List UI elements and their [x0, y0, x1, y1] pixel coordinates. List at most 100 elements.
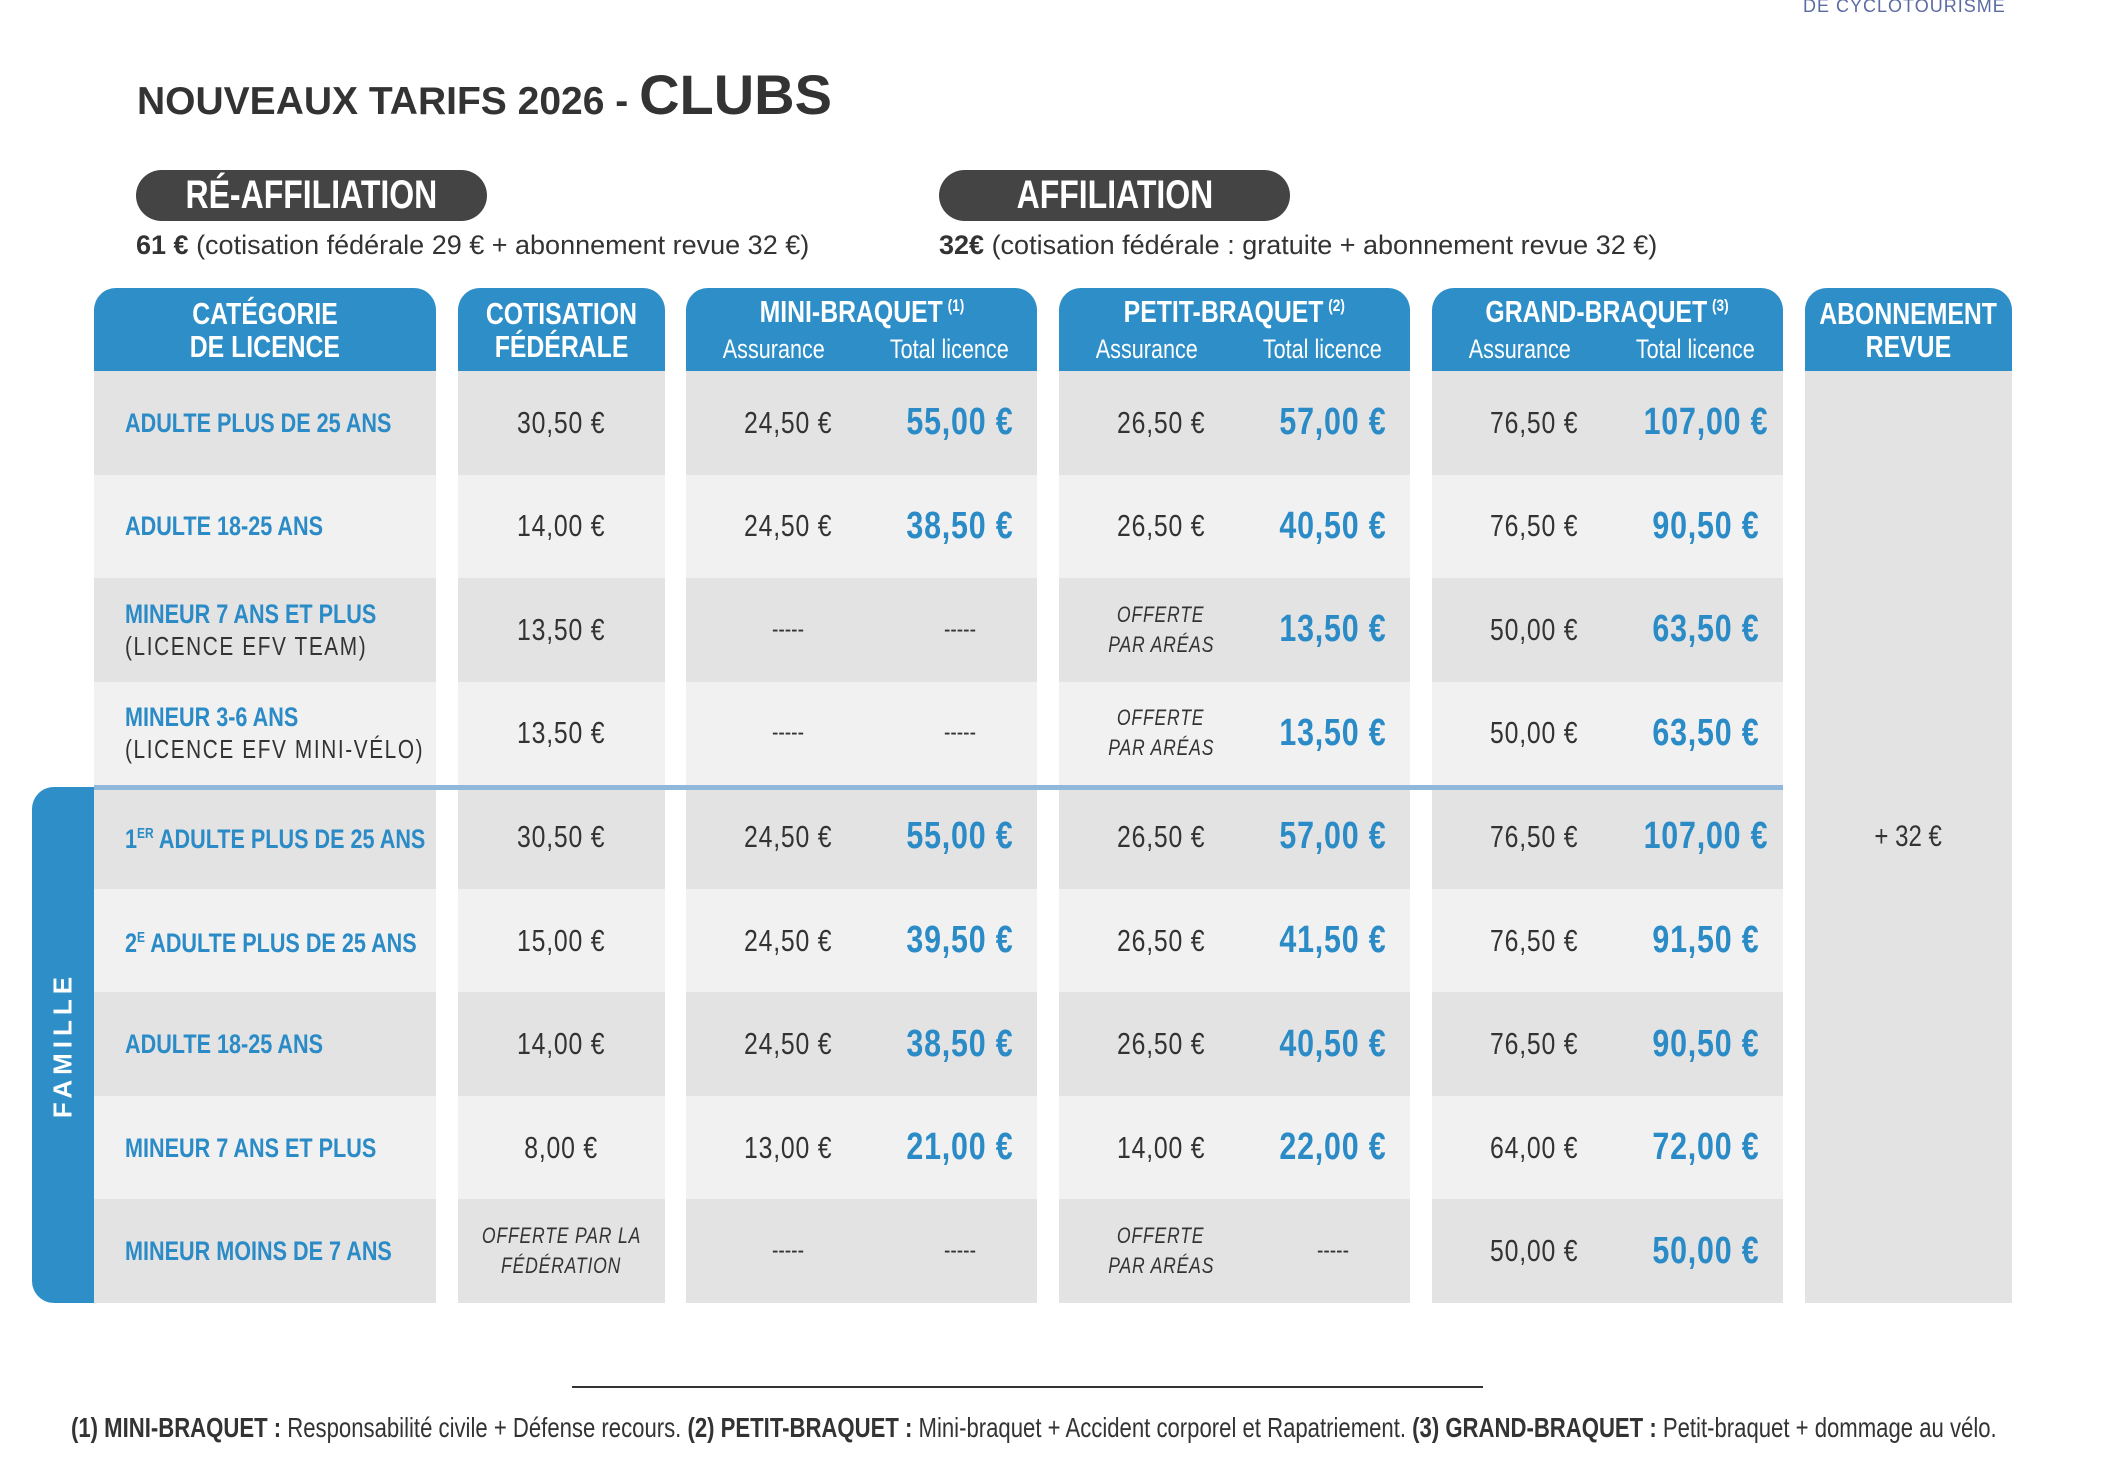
row-background	[1432, 992, 1783, 1096]
label-sub: (LICENCE EFV MINI-VÉLO)	[125, 734, 425, 765]
cell-note: OFFERTE	[1117, 705, 1205, 731]
footnote-text: Mini-braquet + Accident corporel et Rapa…	[912, 1412, 1413, 1443]
price-cell: 64,00 €	[1434, 1096, 1634, 1200]
cell-total: 13,50 €	[1279, 711, 1387, 754]
cell-note: PAR ARÉAS	[1107, 1253, 1214, 1279]
total-cell: 39,50 €	[860, 889, 1060, 993]
label-text: MINEUR 3-6 ANS	[125, 702, 299, 733]
header-title-text: PETIT-BRAQUET	[1123, 294, 1324, 329]
header-title-wrap: GRAND-BRAQUET (3)	[1486, 294, 1729, 330]
cell-total: 72,00 €	[1652, 1126, 1760, 1169]
row-background	[458, 681, 665, 786]
total-cell: 41,50 €	[1233, 889, 1433, 993]
family-separator	[94, 785, 1783, 790]
label-ordinal-sup: ER	[137, 825, 154, 843]
total-cell: 91,50 €	[1606, 889, 1806, 993]
cell-value: 14,00 €	[517, 1026, 606, 1062]
price-cell: 30,50 €	[462, 371, 662, 475]
footnote-key: (2) PETIT-BRAQUET :	[687, 1412, 913, 1443]
cell-total: 55,00 €	[906, 401, 1014, 444]
price-cell: 24,50 €	[688, 992, 888, 1096]
label-text: MINEUR MOINS DE 7 ANS	[125, 1236, 392, 1267]
price-cell: 50,00 €	[1434, 578, 1634, 682]
header-sub: Assurance	[684, 332, 864, 366]
brand: DE CYCLOTOURISME	[1803, 0, 2006, 16]
header-title: GRAND-BRAQUET (3)	[1432, 292, 1783, 332]
total-cell: 40,50 €	[1233, 475, 1433, 579]
label-ordinal: 1	[125, 824, 138, 855]
footnote-text: Responsabilité civile + Défense recours.	[281, 1412, 688, 1443]
cell-total: 40,50 €	[1279, 1022, 1387, 1065]
header-title-wrap: MINI-BRAQUET (1)	[759, 294, 964, 330]
price-cell: -----	[688, 682, 888, 786]
cell-value: 26,50 €	[1116, 404, 1205, 440]
label-text: ADULTE PLUS DE 25 ANS	[153, 824, 426, 855]
price-detail: (cotisation fédérale : gratuite + abonne…	[984, 230, 1658, 260]
price-cell: 24,50 €	[688, 785, 888, 889]
row-label: MINEUR MOINS DE 7 ANS	[125, 1199, 435, 1303]
column-header: ABONNEMENT REVUE	[1805, 288, 2012, 371]
total-cell: 38,50 €	[860, 475, 1060, 579]
row-background	[94, 1199, 436, 1303]
cell-value: 26,50 €	[1116, 1026, 1205, 1062]
row-label: ADULTE 18-25 ANS	[125, 992, 435, 1096]
header-sub: Total licence	[1605, 332, 1785, 366]
header-title-text: GRAND-BRAQUET	[1485, 294, 1708, 329]
cell-total: 39,50 €	[906, 919, 1014, 962]
cell-value: 24,50 €	[743, 1026, 832, 1062]
price-cell: 30,50 €	[462, 785, 662, 889]
total-cell: 38,50 €	[860, 992, 1060, 1096]
label-main: MINEUR 7 ANS ET PLUS	[125, 598, 376, 630]
family-bar: FAMILLE	[32, 787, 94, 1303]
label-sub: (LICENCE EFV TEAM)	[125, 630, 368, 661]
total-cell: 107,00 €	[1606, 371, 1806, 475]
cell-value: 8,00 €	[524, 1129, 599, 1165]
price-cell: 26,50 €	[1061, 889, 1261, 993]
row-background	[458, 992, 665, 1096]
price-cell: 24,50 €	[688, 371, 888, 475]
column-header: COTISATION FÉDÉRALE	[458, 288, 665, 371]
label-main: ADULTE 18-25 ANS	[125, 510, 323, 542]
row-background	[1432, 681, 1783, 786]
price-cell: 8,00 €	[462, 1096, 662, 1200]
label-text: ADULTE PLUS DE 25 ANS	[145, 928, 417, 959]
cell-value: 76,50 €	[1489, 922, 1578, 958]
row-background	[94, 888, 436, 993]
cell-value: 64,00 €	[1489, 1129, 1578, 1165]
total-cell: 21,00 €	[860, 1096, 1060, 1200]
row-background	[1059, 1199, 1410, 1303]
revue-text: + 32 €	[1874, 819, 1943, 853]
cell-dash: -----	[943, 1237, 976, 1265]
cell-dash: -----	[1316, 1237, 1349, 1265]
row-background	[458, 1199, 665, 1303]
header-note: (2)	[1328, 295, 1346, 315]
row-background	[94, 474, 436, 579]
cell-total: 107,00 €	[1643, 401, 1769, 444]
row-background	[94, 578, 436, 682]
price-detail: (cotisation fédérale 29 € + abonnement r…	[188, 230, 810, 260]
cell-value: 76,50 €	[1489, 818, 1578, 854]
label-ordinal-sup: E	[137, 929, 146, 947]
price-cell: 13,50 €	[462, 682, 662, 786]
price-cell: OFFERTE PAR ARÉAS	[1061, 682, 1261, 786]
price-cell: 76,50 €	[1434, 475, 1634, 579]
price-cell: 14,00 €	[1061, 1096, 1261, 1200]
row-background	[1059, 681, 1410, 786]
cell-value: 50,00 €	[1489, 611, 1578, 647]
cell-note: FÉDÉRATION	[501, 1253, 622, 1279]
title: NOUVEAUX TARIFS 2026 - CLUBS	[137, 62, 832, 127]
total-cell: 63,50 €	[1606, 578, 1806, 682]
price-cell: -----	[688, 1199, 888, 1303]
cell-total: 90,50 €	[1652, 1022, 1760, 1065]
row-background	[94, 992, 436, 1096]
header-note: (3)	[1712, 295, 1730, 315]
cell-value: 13,50 €	[517, 611, 606, 647]
price-cell: 26,50 €	[1061, 475, 1261, 579]
header-sub-text: Assurance	[1095, 333, 1198, 364]
header-title-text: MINI-BRAQUET	[759, 294, 943, 329]
row-background	[458, 578, 665, 682]
label-text: ADULTE 18-25 ANS	[125, 511, 324, 542]
total-cell: -----	[860, 1199, 1060, 1303]
header-line: REVUE	[1865, 328, 1952, 364]
row-label: 2E ADULTE PLUS DE 25 ANS	[125, 889, 435, 993]
